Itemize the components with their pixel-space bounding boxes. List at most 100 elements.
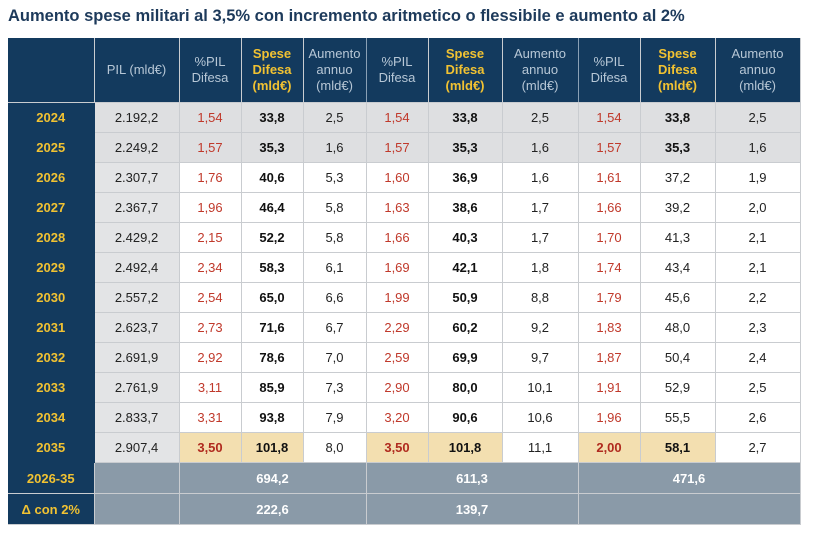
spese-cell: 101,8 bbox=[428, 432, 503, 463]
spese-cell: 38,6 bbox=[428, 192, 503, 223]
aumento-cell: 2,7 bbox=[715, 432, 801, 463]
pil-cell: 2.492,4 bbox=[94, 252, 180, 283]
pct-cell: 2,34 bbox=[179, 252, 242, 283]
spese-cell: 60,2 bbox=[428, 312, 503, 343]
table-row: 2027 2.367,7 1,96 46,4 5,8 1,63 38,6 1,7 1,66 39,… bbox=[8, 192, 801, 223]
spese-cell: 71,6 bbox=[241, 312, 304, 343]
spese-cell: 58,1 bbox=[640, 432, 716, 463]
aumento-cell: 1,9 bbox=[715, 162, 801, 193]
table-row: 2033 2.761,9 3,11 85,9 7,3 2,90 80,0 10,1 1,91 52… bbox=[8, 372, 801, 403]
header-spese-2: Spese Difesa (mld€) bbox=[428, 38, 503, 103]
pct-cell: 3,31 bbox=[179, 402, 242, 433]
table-row: 2030 2.557,2 2,54 65,0 6,6 1,99 50,9 8,8 1,79 45,… bbox=[8, 282, 801, 313]
spese-cell: 45,6 bbox=[640, 282, 716, 313]
spese-cell: 36,9 bbox=[428, 162, 503, 193]
delta-s1: 222,6 bbox=[179, 493, 367, 525]
spese-cell: 65,0 bbox=[241, 282, 304, 313]
spese-cell: 50,9 bbox=[428, 282, 503, 313]
year-cell: 2031 bbox=[8, 312, 95, 343]
spese-cell: 58,3 bbox=[241, 252, 304, 283]
pct-cell: 1,74 bbox=[578, 252, 641, 283]
pct-cell: 2,92 bbox=[179, 342, 242, 373]
pct-cell: 1,54 bbox=[578, 102, 641, 133]
aumento-cell: 1,6 bbox=[502, 132, 579, 163]
table-row: 2026 2.307,7 1,76 40,6 5,3 1,60 36,9 1,6 1,61 37,… bbox=[8, 162, 801, 193]
year-cell: 2035 bbox=[8, 432, 95, 463]
year-cell: 2029 bbox=[8, 252, 95, 283]
pct-cell: 1,96 bbox=[578, 402, 641, 433]
aumento-cell: 8,8 bbox=[502, 282, 579, 313]
table-row: 2024 2.192,2 1,54 33,8 2,5 1,54 33,8 2,5 1,54 33,… bbox=[8, 102, 801, 133]
pct-cell: 2,15 bbox=[179, 222, 242, 253]
header-aumento-2: Aumento annuo (mld€) bbox=[502, 38, 579, 103]
year-cell: 2026 bbox=[8, 162, 95, 193]
pct-cell: 1,54 bbox=[366, 102, 429, 133]
aumento-cell: 2,5 bbox=[715, 102, 801, 133]
aumento-cell: 10,6 bbox=[502, 402, 579, 433]
aumento-cell: 1,7 bbox=[502, 192, 579, 223]
aumento-cell: 2,1 bbox=[715, 252, 801, 283]
pil-cell: 2.249,2 bbox=[94, 132, 180, 163]
pct-cell: 2,00 bbox=[578, 432, 641, 463]
table-row: 2029 2.492,4 2,34 58,3 6,1 1,69 42,1 1,8 1,74 43,… bbox=[8, 252, 801, 283]
spese-cell: 40,3 bbox=[428, 222, 503, 253]
spese-cell: 90,6 bbox=[428, 402, 503, 433]
spese-cell: 33,8 bbox=[428, 102, 503, 133]
year-cell: 2027 bbox=[8, 192, 95, 223]
header-aumento-1: Aumento annuo (mld€) bbox=[303, 38, 367, 103]
aumento-cell: 7,9 bbox=[303, 402, 367, 433]
aumento-cell: 10,1 bbox=[502, 372, 579, 403]
pct-cell: 2,90 bbox=[366, 372, 429, 403]
aumento-cell: 2,2 bbox=[715, 282, 801, 313]
spese-cell: 42,1 bbox=[428, 252, 503, 283]
pil-cell: 2.367,7 bbox=[94, 192, 180, 223]
aumento-cell: 1,8 bbox=[502, 252, 579, 283]
header-pil: PIL (mld€) bbox=[94, 38, 180, 103]
table-row: 2035 2.907,4 3,50 101,8 8,0 3,50 101,8 11,1 2,00… bbox=[8, 432, 801, 463]
pct-cell: 2,59 bbox=[366, 342, 429, 373]
aumento-cell: 7,0 bbox=[303, 342, 367, 373]
aumento-cell: 2,6 bbox=[715, 402, 801, 433]
spese-cell: 69,9 bbox=[428, 342, 503, 373]
total-pil-empty bbox=[94, 462, 180, 494]
spese-cell: 55,5 bbox=[640, 402, 716, 433]
header-spese-3: Spese Difesa (mld€) bbox=[640, 38, 716, 103]
pct-cell: 1,54 bbox=[179, 102, 242, 133]
pil-cell: 2.761,9 bbox=[94, 372, 180, 403]
total-s1: 694,2 bbox=[179, 462, 367, 494]
pct-cell: 1,60 bbox=[366, 162, 429, 193]
total-s2: 611,3 bbox=[366, 462, 579, 494]
spese-cell: 35,3 bbox=[640, 132, 716, 163]
spese-cell: 39,2 bbox=[640, 192, 716, 223]
year-cell: 2030 bbox=[8, 282, 95, 313]
spese-cell: 52,9 bbox=[640, 372, 716, 403]
spese-cell: 40,6 bbox=[241, 162, 304, 193]
pct-cell: 1,57 bbox=[179, 132, 242, 163]
pct-cell: 1,70 bbox=[578, 222, 641, 253]
delta-s3-empty bbox=[578, 493, 801, 525]
spese-cell: 35,3 bbox=[428, 132, 503, 163]
aumento-cell: 7,3 bbox=[303, 372, 367, 403]
spese-cell: 93,8 bbox=[241, 402, 304, 433]
pil-cell: 2.307,7 bbox=[94, 162, 180, 193]
aumento-cell: 1,6 bbox=[303, 132, 367, 163]
aumento-cell: 5,3 bbox=[303, 162, 367, 193]
header-spese-1: Spese Difesa (mld€) bbox=[241, 38, 304, 103]
spese-cell: 33,8 bbox=[640, 102, 716, 133]
spese-cell: 33,8 bbox=[241, 102, 304, 133]
spese-cell: 52,2 bbox=[241, 222, 304, 253]
table-row: 2025 2.249,2 1,57 35,3 1,6 1,57 35,3 1,6 1,57 35,… bbox=[8, 132, 801, 163]
header-corner bbox=[8, 38, 95, 103]
pct-cell: 1,99 bbox=[366, 282, 429, 313]
pct-cell: 1,57 bbox=[578, 132, 641, 163]
pct-cell: 1,57 bbox=[366, 132, 429, 163]
table-row: 2034 2.833,7 3,31 93,8 7,9 3,20 90,6 10,6 1,96 55… bbox=[8, 402, 801, 433]
table-row: 2032 2.691,9 2,92 78,6 7,0 2,59 69,9 9,7 1,87 50,… bbox=[8, 342, 801, 373]
aumento-cell: 2,3 bbox=[715, 312, 801, 343]
aumento-cell: 1,6 bbox=[502, 162, 579, 193]
aumento-cell: 6,7 bbox=[303, 312, 367, 343]
spese-cell: 43,4 bbox=[640, 252, 716, 283]
pct-cell: 3,50 bbox=[179, 432, 242, 463]
pil-cell: 2.691,9 bbox=[94, 342, 180, 373]
year-cell: 2028 bbox=[8, 222, 95, 253]
